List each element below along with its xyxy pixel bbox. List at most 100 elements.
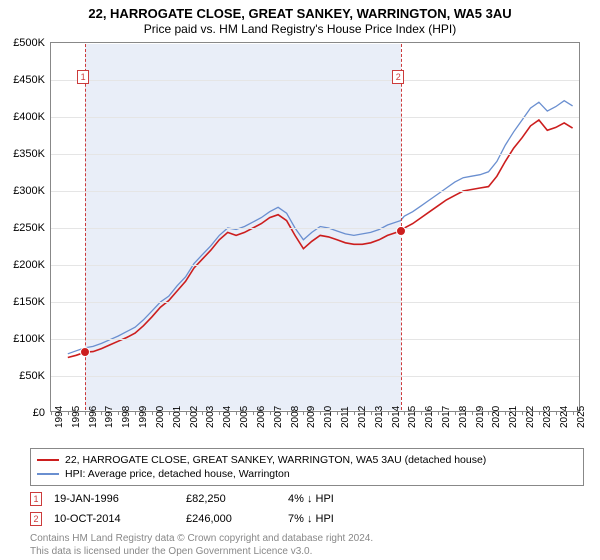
gridline-h bbox=[51, 80, 579, 81]
gridline-h bbox=[51, 154, 579, 155]
y-tick-label: £350K bbox=[1, 148, 45, 160]
x-tick-label: 2012 bbox=[357, 406, 368, 428]
x-tick bbox=[388, 411, 389, 415]
x-tick bbox=[472, 411, 473, 415]
x-tick bbox=[118, 411, 119, 415]
x-tick bbox=[236, 411, 237, 415]
footer-line-1: Contains HM Land Registry data © Crown c… bbox=[30, 532, 570, 545]
x-tick bbox=[320, 411, 321, 415]
gridline-h bbox=[51, 228, 579, 229]
series-line bbox=[68, 120, 573, 358]
sale-id-box: 2 bbox=[392, 70, 404, 84]
legend-item: 22, HARROGATE CLOSE, GREAT SANKEY, WARRI… bbox=[37, 453, 577, 467]
x-tick-label: 1999 bbox=[138, 406, 149, 428]
x-tick-label: 2007 bbox=[273, 406, 284, 428]
x-tick bbox=[270, 411, 271, 415]
x-tick-label: 2019 bbox=[475, 406, 486, 428]
x-tick bbox=[404, 411, 405, 415]
x-tick bbox=[68, 411, 69, 415]
x-tick bbox=[287, 411, 288, 415]
y-tick-label: £250K bbox=[1, 222, 45, 234]
x-tick-label: 2005 bbox=[239, 406, 250, 428]
x-tick bbox=[186, 411, 187, 415]
y-tick-label: £500K bbox=[1, 37, 45, 49]
sale-date: 19-JAN-1996 bbox=[54, 493, 174, 505]
y-tick-label: £200K bbox=[1, 259, 45, 271]
down-arrow-icon: ↓ bbox=[307, 513, 313, 525]
sale-id-box: 1 bbox=[30, 492, 42, 506]
x-tick bbox=[421, 411, 422, 415]
x-tick bbox=[85, 411, 86, 415]
gridline-h bbox=[51, 117, 579, 118]
x-tick-label: 1997 bbox=[104, 406, 115, 428]
y-tick-label: £50K bbox=[1, 370, 45, 382]
x-tick-label: 2001 bbox=[172, 406, 183, 428]
x-tick-label: 2025 bbox=[576, 406, 587, 428]
sale-date: 10-OCT-2014 bbox=[54, 513, 174, 525]
legend: 22, HARROGATE CLOSE, GREAT SANKEY, WARRI… bbox=[30, 448, 584, 486]
x-tick bbox=[152, 411, 153, 415]
chart-title: 22, HARROGATE CLOSE, GREAT SANKEY, WARRI… bbox=[0, 6, 600, 21]
footer: Contains HM Land Registry data © Crown c… bbox=[30, 532, 570, 558]
x-tick bbox=[253, 411, 254, 415]
x-tick-label: 2015 bbox=[407, 406, 418, 428]
x-tick-label: 2024 bbox=[559, 406, 570, 428]
x-tick-label: 2000 bbox=[155, 406, 166, 428]
x-tick-label: 2006 bbox=[256, 406, 267, 428]
legend-swatch bbox=[37, 473, 59, 475]
x-tick-label: 2020 bbox=[491, 406, 502, 428]
legend-label: 22, HARROGATE CLOSE, GREAT SANKEY, WARRI… bbox=[65, 454, 486, 466]
x-tick bbox=[539, 411, 540, 415]
x-tick-label: 2002 bbox=[189, 406, 200, 428]
x-tick bbox=[169, 411, 170, 415]
y-tick-label: £400K bbox=[1, 111, 45, 123]
chart-subtitle: Price paid vs. HM Land Registry's House … bbox=[0, 22, 600, 36]
x-tick-label: 2023 bbox=[542, 406, 553, 428]
sale-row: 119-JAN-1996£82,2504% ↓ HPI bbox=[30, 492, 570, 506]
legend-item: HPI: Average price, detached house, Warr… bbox=[37, 467, 577, 481]
x-tick-label: 2016 bbox=[424, 406, 435, 428]
x-tick bbox=[556, 411, 557, 415]
sale-id-box: 2 bbox=[30, 512, 42, 526]
x-tick bbox=[573, 411, 574, 415]
y-tick-label: £300K bbox=[1, 185, 45, 197]
sale-marker bbox=[396, 226, 406, 236]
x-tick-label: 1994 bbox=[54, 406, 65, 428]
x-tick bbox=[135, 411, 136, 415]
sale-row: 2 10-OCT-2014 £246,000 7% ↓ HPI bbox=[30, 512, 570, 526]
footer-line-2: This data is licensed under the Open Gov… bbox=[30, 545, 570, 558]
x-tick-label: 1998 bbox=[121, 406, 132, 428]
x-tick-label: 2009 bbox=[306, 406, 317, 428]
gridline-h bbox=[51, 376, 579, 377]
x-tick-label: 2017 bbox=[441, 406, 452, 428]
x-tick bbox=[219, 411, 220, 415]
x-tick bbox=[337, 411, 338, 415]
x-tick-label: 2021 bbox=[508, 406, 519, 428]
sale-amount: £246,000 bbox=[186, 513, 276, 525]
down-arrow-icon: ↓ bbox=[307, 493, 313, 505]
x-tick-label: 1996 bbox=[88, 406, 99, 428]
x-tick bbox=[488, 411, 489, 415]
gridline-h bbox=[51, 265, 579, 266]
x-tick bbox=[303, 411, 304, 415]
x-tick bbox=[522, 411, 523, 415]
x-tick bbox=[202, 411, 203, 415]
x-tick-label: 2011 bbox=[340, 406, 351, 428]
plot: £0£50K£100K£150K£200K£250K£300K£350K£400… bbox=[50, 42, 580, 412]
y-tick-label: £100K bbox=[1, 333, 45, 345]
x-tick-label: 2018 bbox=[458, 406, 469, 428]
gridline-h bbox=[51, 339, 579, 340]
x-tick bbox=[438, 411, 439, 415]
x-tick bbox=[505, 411, 506, 415]
x-tick bbox=[101, 411, 102, 415]
x-tick bbox=[51, 411, 52, 415]
x-tick-label: 2008 bbox=[290, 406, 301, 428]
sales-table: 119-JAN-1996£82,2504% ↓ HPI210-OCT-2014£… bbox=[0, 492, 600, 526]
x-tick bbox=[455, 411, 456, 415]
sale-diff: 7% ↓ HPI bbox=[288, 513, 408, 525]
sale-id-box: 1 bbox=[77, 70, 89, 84]
legend-label: HPI: Average price, detached house, Warr… bbox=[65, 468, 290, 480]
legend-swatch bbox=[37, 459, 59, 461]
y-tick-label: £150K bbox=[1, 296, 45, 308]
x-tick-label: 1995 bbox=[71, 406, 82, 428]
